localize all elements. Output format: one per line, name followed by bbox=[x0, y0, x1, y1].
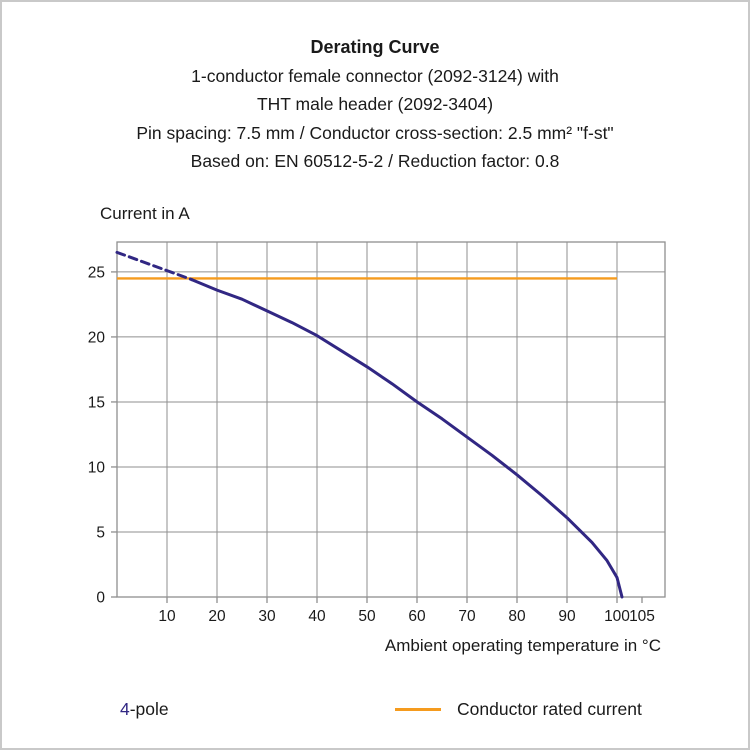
x-axis-label: Ambient operating temperature in °C bbox=[384, 636, 661, 655]
legend-rated-current: Conductor rated current bbox=[395, 699, 642, 720]
legend-series-4pole: 4-pole bbox=[120, 699, 169, 720]
chart-subtitle-3: Pin spacing: 7.5 mm / Conductor cross-se… bbox=[136, 122, 614, 143]
svg-text:100: 100 bbox=[604, 608, 630, 625]
derating-curve-dashed bbox=[115, 250, 194, 282]
chart-subtitle-1: 1-conductor female connector (2092-3124)… bbox=[191, 65, 559, 86]
chart-subtitle-2: THT male header (2092-3404) bbox=[256, 94, 494, 114]
y-axis-ticks: 0 5 10 15 20 25 bbox=[88, 264, 117, 607]
svg-text:10: 10 bbox=[88, 459, 106, 476]
svg-text:60: 60 bbox=[408, 608, 426, 625]
svg-text:80: 80 bbox=[508, 608, 526, 625]
svg-text:15: 15 bbox=[88, 394, 105, 411]
svg-text:50: 50 bbox=[358, 608, 376, 625]
legend-pole-suffix: -pole bbox=[129, 699, 169, 719]
derating-curve-solid bbox=[190, 278, 624, 599]
y-axis-label: Current in A bbox=[100, 204, 190, 223]
svg-text:20: 20 bbox=[88, 329, 106, 346]
svg-text:10: 10 bbox=[158, 608, 176, 625]
legend-rated-label: Conductor rated current bbox=[457, 699, 642, 719]
legend-pole-number: 4 bbox=[120, 699, 130, 719]
rated-current-swatch bbox=[395, 708, 441, 711]
chart-title: Derating Curve bbox=[310, 37, 440, 57]
plot-border bbox=[116, 241, 666, 598]
svg-text:0: 0 bbox=[96, 590, 105, 607]
grid-lines bbox=[117, 242, 665, 597]
svg-text:90: 90 bbox=[558, 608, 576, 625]
chart-subtitle-4: Based on: EN 60512-5-2 / Reduction facto… bbox=[190, 151, 560, 171]
svg-text:5: 5 bbox=[96, 524, 105, 541]
svg-text:40: 40 bbox=[308, 608, 326, 625]
chart-header: Derating Curve 1-conductor female connec… bbox=[2, 33, 748, 176]
svg-text:25: 25 bbox=[88, 264, 105, 281]
svg-text:20: 20 bbox=[208, 608, 226, 625]
svg-text:70: 70 bbox=[458, 608, 476, 625]
svg-text:105: 105 bbox=[629, 608, 655, 625]
x-axis-ticks: 10 20 30 40 50 60 70 80 90 100 105 bbox=[158, 597, 655, 625]
svg-text:30: 30 bbox=[258, 608, 276, 625]
